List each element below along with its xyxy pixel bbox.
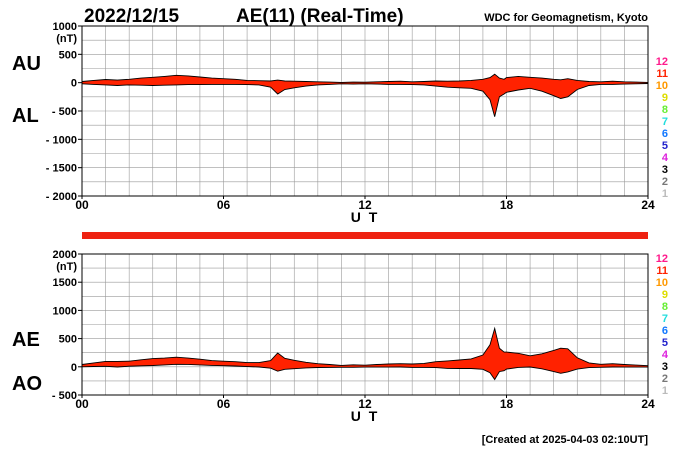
station-count-label: 5: [662, 140, 668, 152]
station-count-label: 7: [662, 313, 668, 325]
y-tick-label: - 2000: [46, 191, 77, 203]
station-count-label: 10: [656, 277, 668, 289]
series-label-ao: AO: [12, 373, 42, 395]
station-count-label: 6: [662, 325, 668, 337]
x-axis-label: U T: [351, 408, 380, 424]
station-count-label: 2: [662, 373, 668, 385]
station-count-label: 8: [662, 301, 668, 313]
series-ae-line: [81, 326, 649, 367]
x-tick-label: 18: [500, 198, 514, 212]
y-tick-label: 1000: [53, 305, 77, 317]
y-tick-label: - 500: [52, 106, 77, 118]
station-count-label: 4: [662, 152, 669, 164]
series-label-al: AL: [12, 105, 39, 127]
series-ao-line: [81, 363, 648, 381]
y-tick-label: - 1500: [46, 163, 77, 175]
station-count-label: 2: [662, 176, 668, 188]
series-al-line: [81, 83, 649, 117]
ae-ao-panel: 2000 1500 1000 500 0 - 500 (nT) 00 06 12 18 24 U T AE…: [12, 249, 655, 424]
x-tick-label: 00: [75, 198, 89, 212]
x-tick-label: 24: [641, 198, 655, 212]
station-count-label: 10: [656, 80, 668, 92]
y-unit-label: (nT): [56, 261, 77, 273]
station-count-label: 3: [662, 164, 668, 176]
series-label-au: AU: [12, 53, 41, 75]
x-tick-label: 24: [641, 397, 655, 411]
station-count-label: 7: [662, 116, 668, 128]
station-count-label: 1: [662, 385, 668, 397]
x-tick-label: 06: [217, 397, 231, 411]
station-count-label: 12: [656, 253, 668, 265]
data-envelope-fill: [82, 328, 648, 380]
plot-title: AE(11) (Real-Time): [236, 6, 404, 27]
station-count-label: 11: [656, 68, 668, 80]
x-axis-label: U T: [351, 209, 380, 225]
y-tick-label: 1000: [53, 21, 77, 33]
station-count-label: 8: [662, 104, 668, 116]
x-tick-label: 00: [75, 397, 89, 411]
separator-bar: [82, 232, 648, 239]
y-tick-label: 0: [71, 362, 77, 374]
y-tick-label: - 500: [52, 390, 77, 402]
station-count-label: 9: [662, 289, 668, 301]
station-count-label: 12: [656, 56, 668, 68]
y-tick-label: 500: [59, 334, 77, 346]
x-tick-label: 18: [500, 397, 514, 411]
plot-date: 2022/12/15: [84, 6, 180, 27]
station-count-label: 6: [662, 128, 668, 140]
y-tick-label: 1500: [53, 277, 77, 289]
station-count-label: 4: [662, 349, 669, 361]
station-count-label: 11: [656, 265, 668, 277]
series-au-line: [81, 73, 649, 83]
y-tick-label: 0: [71, 78, 77, 90]
y-unit-label: (nT): [56, 33, 77, 45]
au-al-panel: 1000 500 0 - 500 - 1000 - 1500 - 2000 (nT) 00 06 1…: [12, 21, 655, 225]
series-label-ae: AE: [12, 329, 40, 351]
created-timestamp: [Created at 2025-04-03 02:10UT]: [482, 434, 649, 446]
y-tick-label: 500: [59, 49, 77, 61]
y-tick-label: 2000: [53, 249, 77, 261]
station-count-label: 3: [662, 361, 668, 373]
x-tick-label: 06: [217, 198, 231, 212]
data-envelope-fill: [82, 74, 648, 117]
x-tick-label: 12: [358, 397, 372, 411]
x-tick-label: 12: [358, 198, 372, 212]
y-tick-label: - 1000: [46, 134, 77, 146]
station-count-label: 1: [662, 188, 668, 200]
station-count-label: 5: [662, 337, 668, 349]
data-source: WDC for Geomagnetism, Kyoto: [484, 12, 648, 24]
station-count-label: 9: [662, 92, 668, 104]
